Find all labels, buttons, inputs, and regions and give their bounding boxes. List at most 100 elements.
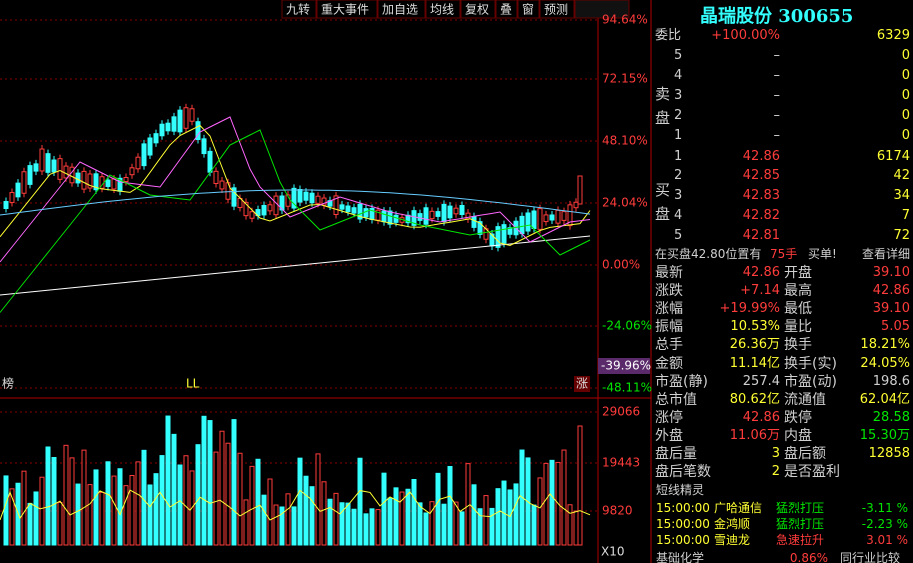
candle — [297, 189, 303, 203]
stat-label: 市盈(静) — [655, 373, 708, 390]
volume-bar — [423, 512, 429, 546]
price: 42.86 — [742, 149, 780, 164]
candle — [435, 211, 441, 217]
toolbar-button[interactable] — [539, 0, 575, 19]
candle — [441, 203, 447, 223]
candle — [333, 195, 339, 215]
level: 2 — [674, 168, 683, 183]
volume-bar — [249, 465, 255, 546]
candle — [45, 153, 51, 173]
price-axis-label: 72.15% — [602, 72, 648, 86]
moving-average — [0, 116, 591, 263]
volume-bar — [411, 478, 417, 546]
candle — [111, 178, 117, 190]
toolbar-label[interactable]: 九转 — [286, 2, 310, 17]
stat-label: 涨停 — [655, 409, 683, 426]
alert-cell: 急速拉升 — [776, 533, 825, 547]
stat-label: 总市值 — [655, 391, 697, 408]
stat-label: 最低 — [784, 301, 812, 318]
volume-bar — [219, 430, 225, 546]
candle — [315, 195, 321, 204]
candle — [27, 165, 33, 185]
volume-bar — [363, 513, 369, 546]
candle — [165, 122, 171, 132]
candle — [141, 143, 147, 167]
candle — [189, 108, 195, 122]
volume-bar — [243, 499, 249, 546]
toolbar-label[interactable]: 均线 — [430, 3, 454, 17]
toolbar-button[interactable] — [517, 0, 540, 19]
toolbar-label[interactable]: 预测 — [544, 3, 568, 17]
candle — [267, 204, 273, 212]
candle — [273, 195, 279, 216]
moving-average — [0, 129, 591, 313]
candle — [501, 224, 507, 244]
candle — [577, 175, 583, 205]
price: 42.81 — [742, 228, 780, 243]
candle — [291, 187, 297, 209]
toolbar-button[interactable] — [495, 0, 518, 19]
level: 3 — [674, 88, 683, 103]
stat-value: 42.86 — [742, 409, 780, 425]
candle — [321, 197, 327, 206]
stat-label: 最高 — [784, 283, 812, 300]
volume-bar — [507, 489, 513, 546]
candle — [93, 173, 99, 191]
toolbar-button[interactable] — [316, 0, 378, 19]
stat-label: 市盈(动) — [784, 373, 837, 390]
level: 3 — [674, 188, 683, 203]
price: – — [773, 88, 781, 103]
stat-value: 42.86 — [872, 283, 910, 299]
sector-change: 0.86% — [789, 551, 828, 563]
volume-bar — [33, 491, 39, 546]
toolbar-button[interactable] — [281, 0, 317, 19]
moving-average — [0, 235, 591, 296]
alert-cell: 雪迪龙 — [714, 533, 751, 547]
volume-bar — [399, 491, 405, 546]
toolbar-button[interactable] — [425, 0, 461, 19]
toolbar-label[interactable]: 窗 — [522, 3, 534, 17]
notice-link[interactable]: 查看详细 — [861, 247, 910, 261]
candle — [561, 211, 567, 221]
stat-label: 盘后笔数 — [655, 464, 711, 481]
stat-value: 42.86 — [742, 265, 780, 280]
volume-bar — [543, 462, 549, 546]
stat-value: +7.14 — [740, 283, 780, 299]
volume: 0 — [901, 68, 910, 83]
toolbar-label[interactable]: 复权 — [465, 3, 489, 17]
volume-bar — [435, 472, 441, 546]
volume-bar — [573, 510, 579, 546]
stat-label: 流通值 — [784, 391, 826, 408]
volume-bar — [561, 449, 567, 546]
volume: 0 — [901, 128, 910, 143]
candle — [195, 121, 201, 141]
stat-value: 10.53% — [730, 319, 780, 335]
compare[interactable]: 同行业比较 — [840, 551, 901, 563]
volume-axis-label: 29066 — [602, 405, 640, 419]
volume-bar — [531, 504, 537, 546]
volume-axis-label: 9820 — [602, 504, 633, 518]
volume-bar — [213, 451, 219, 546]
toolbar-button[interactable] — [460, 0, 496, 19]
level: 1 — [674, 128, 683, 143]
volume-bar — [273, 504, 279, 546]
candle — [423, 207, 429, 225]
stat-label: 总手 — [655, 337, 683, 354]
level: 4 — [674, 68, 683, 83]
candle — [231, 187, 237, 207]
stat-value: 39.10 — [872, 265, 910, 280]
price: – — [773, 68, 781, 83]
toolbar-button[interactable] — [377, 0, 426, 19]
toolbar-label[interactable]: 叠 — [500, 3, 512, 17]
toolbar-label[interactable]: 加自选 — [382, 3, 418, 17]
volume-bar — [333, 492, 339, 546]
volume-bar — [237, 452, 243, 546]
candle — [63, 165, 69, 179]
candle — [279, 195, 285, 211]
stat-label: 跌停 — [784, 409, 812, 426]
toolbar-label[interactable]: 重大事件 — [321, 3, 369, 17]
volume-bar — [495, 488, 501, 546]
notice-tag: 买单! — [808, 247, 837, 261]
stat-label: 涨跌 — [655, 283, 683, 300]
stat-value: +19.99% — [719, 301, 780, 317]
